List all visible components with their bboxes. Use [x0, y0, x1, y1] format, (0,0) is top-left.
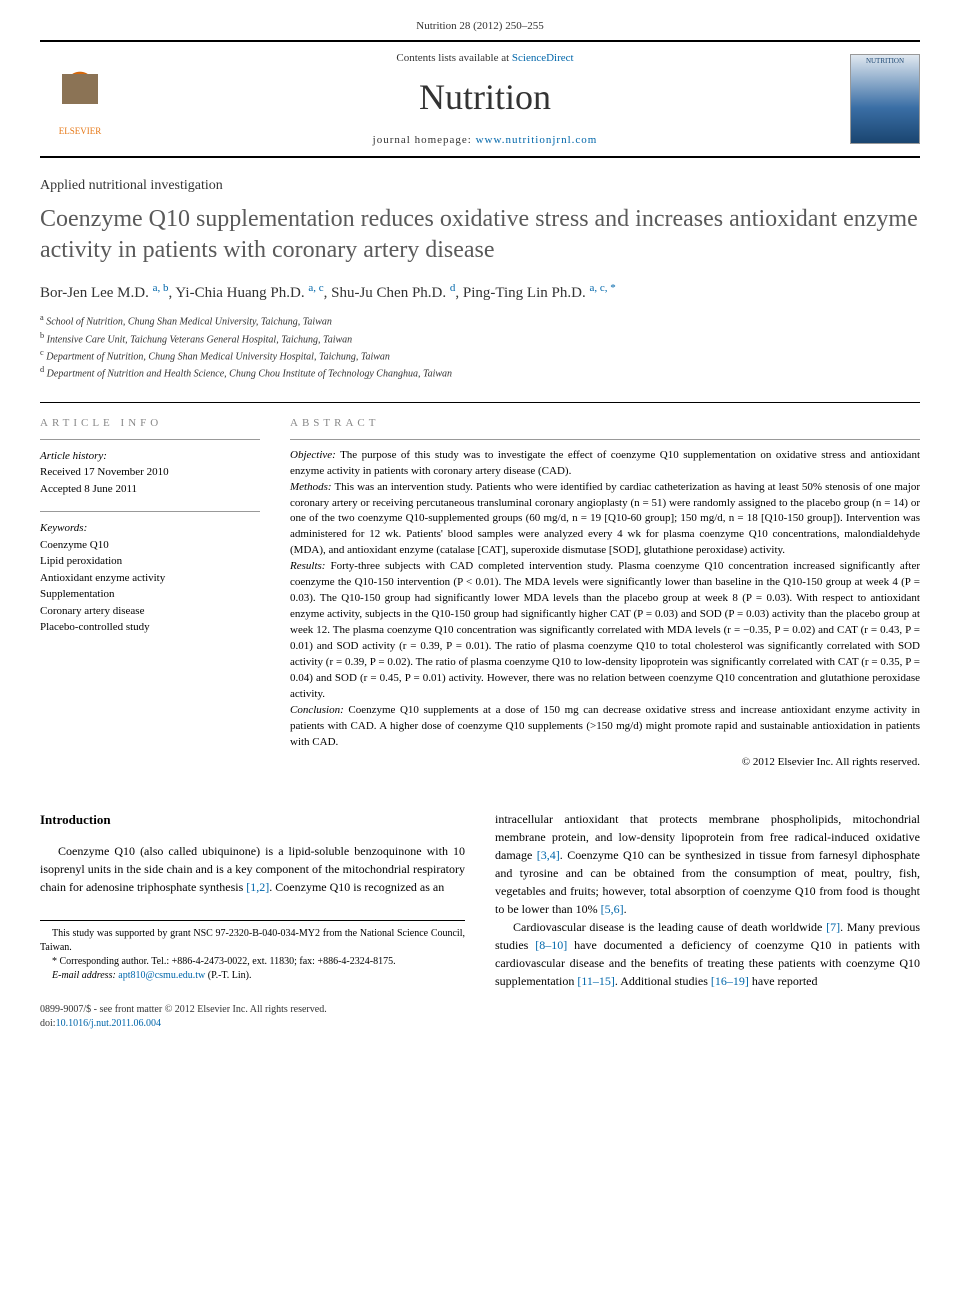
- affiliation-line: b Intensive Care Unit, Taichung Veterans…: [40, 330, 920, 347]
- ref-link-5-6[interactable]: [5,6]: [601, 902, 624, 916]
- ref-link-8-10[interactable]: [8–10]: [535, 938, 567, 952]
- footnotes: This study was supported by grant NSC 97…: [40, 920, 465, 983]
- article-info-column: ARTICLE INFO Article history: Received 1…: [40, 403, 260, 771]
- homepage-prefix: journal homepage:: [373, 134, 476, 146]
- running-citation: Nutrition 28 (2012) 250–255: [40, 20, 920, 32]
- p3-text-a: Cardiovascular disease is the leading ca…: [513, 920, 826, 934]
- article-history-block: Article history: Received 17 November 20…: [40, 439, 260, 498]
- email-footnote: E-mail address: apt810@csmu.edu.tw (P.-T…: [40, 969, 465, 983]
- intro-para-1: Coenzyme Q10 (also called ubiquinone) is…: [40, 842, 465, 896]
- keyword: Placebo-controlled study: [40, 619, 260, 636]
- issn-copyright: 0899-9007/$ - see front matter © 2012 El…: [40, 1003, 465, 1017]
- funding-footnote: This study was supported by grant NSC 97…: [40, 927, 465, 955]
- doi-label: doi:: [40, 1018, 56, 1029]
- doi-link[interactable]: 10.1016/j.nut.2011.06.004: [56, 1018, 161, 1029]
- contents-available: Contents lists available at ScienceDirec…: [120, 52, 850, 64]
- keyword: Antioxidant enzyme activity: [40, 570, 260, 587]
- intro-para-1-cont: intracellular antioxidant that protects …: [495, 810, 920, 918]
- doi-line: doi:10.1016/j.nut.2011.06.004: [40, 1017, 465, 1031]
- received-date: Received 17 November 2010: [40, 464, 260, 481]
- abstract-heading: ABSTRACT: [290, 417, 920, 429]
- results-text: Forty-three subjects with CAD completed …: [290, 560, 920, 700]
- bottom-matter: 0899-9007/$ - see front matter © 2012 El…: [40, 1003, 465, 1031]
- homepage-link[interactable]: www.nutritionjrnl.com: [476, 134, 598, 146]
- keywords-label: Keywords:: [40, 520, 260, 537]
- ref-link-11-15[interactable]: [11–15]: [577, 974, 615, 988]
- elsevier-logo: ELSEVIER: [40, 54, 120, 144]
- publisher-label: ELSEVIER: [59, 126, 102, 136]
- email-label: E-mail address:: [52, 970, 116, 981]
- p3-text-e: have reported: [749, 974, 818, 988]
- article-type: Applied nutritional investigation: [40, 178, 920, 194]
- conclusion-text: Coenzyme Q10 supplements at a dose of 15…: [290, 704, 920, 748]
- objective-label: Objective:: [290, 449, 336, 461]
- article-info-heading: ARTICLE INFO: [40, 417, 260, 429]
- ref-link-3-4[interactable]: [3,4]: [537, 848, 560, 862]
- affiliation-line: c Department of Nutrition, Chung Shan Me…: [40, 347, 920, 364]
- elsevier-tree-icon: [50, 62, 110, 122]
- methods-text: This was an intervention study. Patients…: [290, 481, 920, 557]
- introduction-heading: Introduction: [40, 810, 465, 830]
- history-label: Article history:: [40, 448, 260, 465]
- body-columns: Introduction Coenzyme Q10 (also called u…: [40, 810, 920, 1031]
- header-center: Contents lists available at ScienceDirec…: [120, 52, 850, 146]
- p2-text-c: .: [624, 902, 627, 916]
- conclusion-label: Conclusion:: [290, 704, 344, 716]
- article-title: Coenzyme Q10 supplementation reduces oxi…: [40, 204, 920, 266]
- email-who: (P.-T. Lin).: [205, 970, 251, 981]
- affiliations: a School of Nutrition, Chung Shan Medica…: [40, 312, 920, 381]
- affiliation-line: a School of Nutrition, Chung Shan Medica…: [40, 312, 920, 329]
- ref-link-16-19[interactable]: [16–19]: [711, 974, 749, 988]
- sciencedirect-link[interactable]: ScienceDirect: [512, 52, 574, 64]
- keywords-list: Coenzyme Q10Lipid peroxidationAntioxidan…: [40, 537, 260, 636]
- author-list: Bor-Jen Lee M.D. a, b, Yi-Chia Huang Ph.…: [40, 282, 920, 302]
- affiliation-line: d Department of Nutrition and Health Sci…: [40, 364, 920, 381]
- keywords-block: Keywords: Coenzyme Q10Lipid peroxidation…: [40, 511, 260, 636]
- corresponding-author-footnote: * Corresponding author. Tel.: +886-4-247…: [40, 955, 465, 969]
- journal-cover-thumbnail: NUTRITION: [850, 54, 920, 144]
- intro-para-2: Cardiovascular disease is the leading ca…: [495, 918, 920, 990]
- accepted-date: Accepted 8 June 2011: [40, 481, 260, 498]
- p3-text-d: . Additional studies: [615, 974, 711, 988]
- p1-text-b: . Coenzyme Q10 is recognized as an: [269, 880, 444, 894]
- abstract-body: Objective: The purpose of this study was…: [290, 439, 920, 771]
- journal-header: ELSEVIER Contents lists available at Sci…: [40, 40, 920, 158]
- keyword: Supplementation: [40, 586, 260, 603]
- methods-label: Methods:: [290, 481, 332, 493]
- ref-link-1-2[interactable]: [1,2]: [246, 880, 269, 894]
- abstract-column: ABSTRACT Objective: The purpose of this …: [290, 403, 920, 771]
- keyword: Coronary artery disease: [40, 603, 260, 620]
- right-column: intracellular antioxidant that protects …: [495, 810, 920, 1031]
- journal-name: Nutrition: [120, 76, 850, 118]
- journal-homepage: journal homepage: www.nutritionjrnl.com: [120, 134, 850, 146]
- contents-prefix: Contents lists available at: [396, 52, 511, 64]
- ref-link-7[interactable]: [7]: [826, 920, 840, 934]
- abstract-copyright: © 2012 Elsevier Inc. All rights reserved…: [290, 755, 920, 771]
- left-column: Introduction Coenzyme Q10 (also called u…: [40, 810, 465, 1031]
- corresponding-email-link[interactable]: apt810@csmu.edu.tw: [118, 970, 205, 981]
- keyword: Lipid peroxidation: [40, 553, 260, 570]
- objective-text: The purpose of this study was to investi…: [290, 449, 920, 477]
- keyword: Coenzyme Q10: [40, 537, 260, 554]
- results-label: Results:: [290, 560, 325, 572]
- info-abstract-row: ARTICLE INFO Article history: Received 1…: [40, 402, 920, 771]
